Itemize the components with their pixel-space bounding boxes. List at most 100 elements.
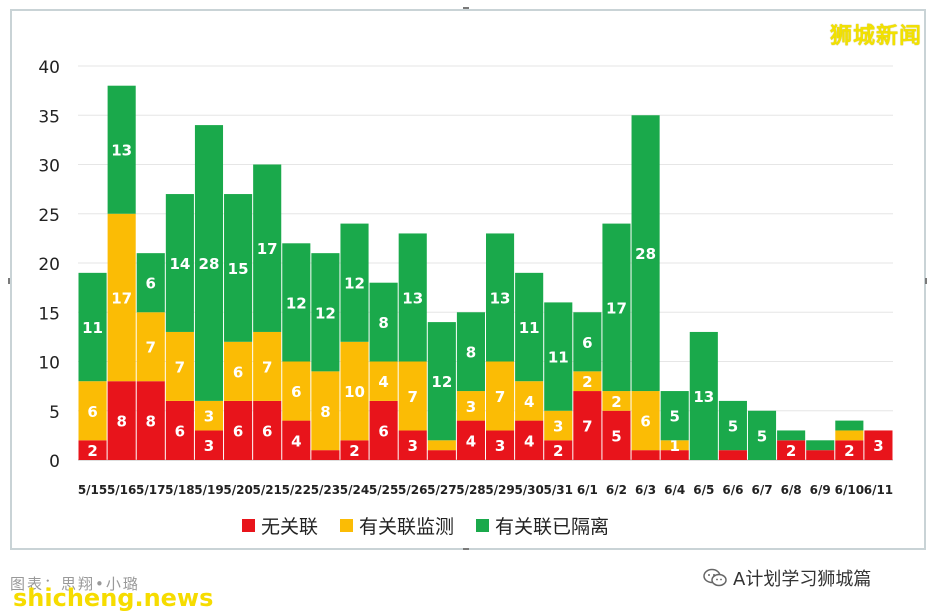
bar-segment-quarantined (311, 253, 340, 372)
data-label: 7 (175, 358, 185, 376)
bar-segment-unlinked (253, 400, 282, 460)
x-tick-label: 5/18 (165, 483, 194, 497)
bar-segment-monitored (194, 400, 224, 431)
x-tick-label: 5/31 (544, 483, 573, 497)
x-tick-label: 5/22 (282, 483, 311, 497)
bar-segment-quarantined (515, 272, 544, 382)
data-label: 3 (466, 398, 476, 416)
data-label: 3 (873, 437, 883, 455)
data-label: 2 (87, 442, 97, 460)
x-tick-label: 6/6 (722, 483, 743, 497)
bar-segment-quarantined (369, 282, 398, 362)
data-label: 8 (466, 344, 476, 362)
bar-segment-monitored (835, 430, 864, 441)
y-tick-label: 40 (38, 58, 60, 78)
data-label: 3 (553, 418, 563, 436)
bar-segment-monitored (107, 213, 136, 382)
data-label: 8 (320, 403, 330, 421)
bar-segment-monitored (398, 361, 427, 431)
data-label: 3 (204, 437, 214, 455)
bar-segment-unlinked (136, 381, 165, 460)
data-label: 17 (606, 299, 627, 317)
bar-segment-quarantined (689, 331, 718, 460)
data-label: 13 (490, 289, 511, 307)
data-label: 4 (524, 432, 534, 450)
bar-segment-monitored (544, 410, 573, 441)
bar-segment-unlinked (515, 420, 544, 460)
data-label: 12 (431, 373, 452, 391)
bar-segment-unlinked (864, 430, 893, 460)
bar-segment-unlinked (194, 430, 224, 460)
legend: 无关联 有关联监测 有关联已隔离 (242, 512, 609, 539)
bar-segment-unlinked (107, 381, 136, 460)
legend-label-quarantined: 有关联已隔离 (495, 516, 610, 538)
data-label: 6 (582, 334, 592, 352)
bar-segment-monitored (486, 361, 515, 431)
data-label: 6 (378, 422, 388, 440)
bar-segment-quarantined (78, 272, 107, 382)
bar-segment-monitored (602, 391, 631, 411)
data-label: 13 (693, 388, 714, 406)
bar-segment-quarantined (777, 430, 806, 441)
x-tick-label: 5/29 (485, 483, 514, 497)
data-label: 2 (611, 393, 621, 411)
x-tick-label: 5/19 (194, 483, 223, 497)
bar-segment-quarantined (282, 243, 311, 362)
bar-segment-quarantined (107, 85, 136, 214)
data-label: 11 (519, 319, 540, 337)
bar-segment-monitored (427, 440, 456, 451)
data-label: 6 (640, 413, 650, 431)
data-label: 15 (228, 260, 249, 278)
x-tick-label: 5/27 (427, 483, 456, 497)
y-tick-label: 10 (38, 354, 60, 374)
x-tick-label: 5/21 (252, 483, 281, 497)
bar-segment-monitored (456, 391, 485, 421)
bar-segment-quarantined (340, 223, 369, 342)
bar-segment-quarantined (194, 125, 224, 401)
bar-segment-quarantined (427, 322, 456, 441)
bar-segment-monitored (573, 371, 602, 392)
data-label: 4 (378, 373, 388, 391)
data-label: 28 (635, 245, 656, 263)
data-label: 13 (111, 142, 132, 160)
site-watermark: shicheng.news (13, 584, 214, 612)
bar-segment-quarantined (398, 233, 427, 362)
x-tick-label: 5/23 (311, 483, 340, 497)
bar-segment-unlinked (573, 391, 602, 460)
x-tick-label: 6/1 (577, 483, 598, 497)
x-tick-label: 5/28 (456, 483, 485, 497)
legend-swatch-monitored (340, 519, 354, 532)
y-tick-label: 30 (38, 157, 60, 177)
x-tick-label: 6/2 (606, 483, 627, 497)
data-label: 10 (344, 383, 365, 401)
bar-segment-quarantined (602, 223, 631, 392)
resize-handle-left[interactable] (8, 278, 10, 284)
legend-swatch-unlinked (242, 519, 255, 532)
data-label: 12 (286, 294, 307, 312)
bar-segment-unlinked (165, 400, 194, 460)
resize-handle-right[interactable] (925, 278, 927, 284)
data-label: 14 (169, 255, 190, 273)
chart-credit: 图表：思翔•小璐 (10, 575, 140, 593)
bar-segment-monitored (78, 381, 107, 441)
data-label: 2 (349, 442, 359, 460)
data-label: 2 (786, 442, 796, 460)
bar-segment-unlinked (311, 450, 340, 460)
bar-segment-quarantined (544, 302, 573, 411)
data-label: 6 (233, 422, 243, 440)
data-label: 6 (262, 422, 272, 440)
data-label: 11 (548, 349, 569, 367)
data-label: 6 (87, 403, 97, 421)
data-label: 2 (582, 373, 592, 391)
data-label: 28 (199, 255, 220, 273)
x-tick-label: 5/20 (223, 483, 252, 497)
bar-segment-monitored (660, 440, 689, 451)
bar-segment-monitored (165, 331, 194, 401)
data-label: 4 (466, 432, 476, 450)
resize-handle-top[interactable] (463, 7, 469, 9)
x-tick-label: 5/17 (136, 483, 165, 497)
resize-handle-bottom[interactable] (463, 548, 469, 550)
data-label: 6 (233, 363, 243, 381)
y-tick-label: 20 (38, 255, 60, 275)
